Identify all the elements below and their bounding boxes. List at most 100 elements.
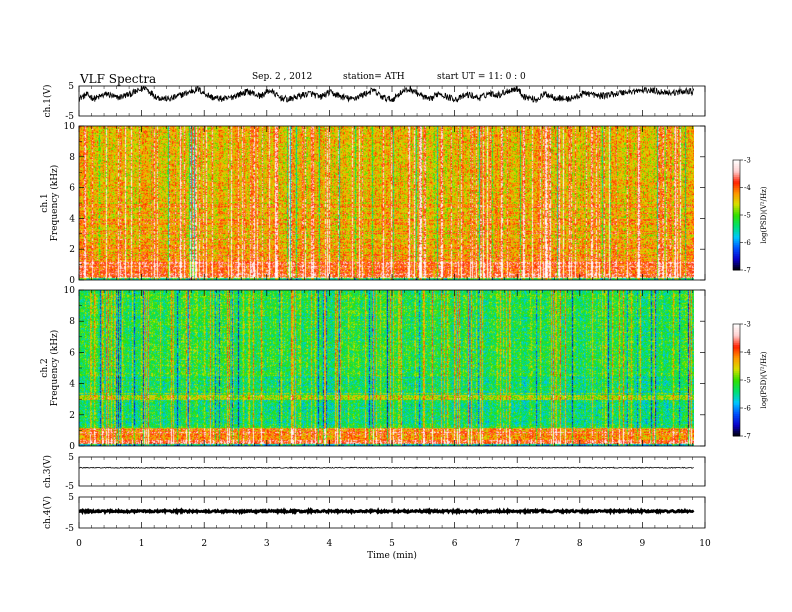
- ch2-spectrogram-colorbar-cell: [733, 428, 740, 431]
- ch1-spectrogram-colorbar-cell: [733, 196, 740, 199]
- ch1-spectrogram-colorbar-tick-label: -3: [744, 157, 751, 165]
- ch1-spectrogram-colorbar-cell: [733, 180, 740, 183]
- ch1-spectrogram-colorbar-cell: [733, 213, 740, 216]
- ch1-spectrogram-colorbar-cell: [733, 226, 740, 229]
- ch1-spectrogram-colorbar-cell: [733, 237, 740, 240]
- x-tick-label: 0: [76, 539, 82, 549]
- ch1-spectrogram-colorbar-cell: [733, 257, 740, 260]
- ch1-ytick-label: 5: [68, 82, 74, 92]
- ch2-spectrogram-colorbar-cell: [733, 325, 740, 329]
- x-axis-label: Time (min): [367, 550, 417, 561]
- ch2-spectrogram-colorbar-cell: [733, 357, 740, 360]
- ch2-spectrogram-colorbar-cell: [733, 411, 740, 415]
- ch1-spectrogram-colorbar-cell: [733, 161, 740, 165]
- ch1-spectrogram-colorbar-cell: [733, 264, 740, 267]
- ch1-spectrogram-colorbar-cell: [733, 224, 740, 227]
- ch1-spectrogram-colorbar-cell: [733, 187, 740, 190]
- date-label: Sep. 2 , 2012: [252, 72, 313, 82]
- ch2-spectrogram-colorbar-tick-label: -4: [744, 349, 751, 357]
- ch2-spectrogram-colorbar-cell: [733, 327, 740, 331]
- ch1-spectrogram-colorbar-cell: [733, 266, 740, 269]
- ch1-spectrogram-colorbar-cell: [733, 174, 740, 177]
- ch1-spectrogram-colorbar-cell: [733, 169, 740, 172]
- ch2-spectrogram-colorbar-tick-label: -7: [744, 433, 751, 441]
- ch1-waveform-line: [78, 85, 695, 103]
- ch1-spectrogram-colorbar-cell: [733, 227, 740, 231]
- ch2-spectrogram-colorbar-cell: [733, 363, 740, 366]
- ch1-spectrogram-colorbar-cell: [733, 209, 740, 212]
- ch3-waveform-ytick-label: 5: [68, 453, 74, 463]
- ch1-spectrogram-colorbar-cell: [733, 167, 740, 170]
- ch2-spectrogram-colorbar-cell: [733, 348, 740, 351]
- ch1-spectrogram-colorbar-cell: [733, 233, 740, 236]
- ch2-spectrogram-colorbar-cell: [733, 370, 740, 374]
- ch1-spectrogram-colorbar-cell: [733, 244, 740, 247]
- x-tick-label: 3: [264, 539, 270, 549]
- ch1-spectrogram-colorbar-cell: [733, 211, 740, 214]
- ch2-spectrogram-colorbar-cell: [733, 432, 740, 435]
- ch2-spectrogram-colorbar-cell: [733, 352, 740, 355]
- ch2-spectrogram-colorbar-cell: [733, 398, 740, 402]
- ch1-spectrogram-colorbar-cell: [733, 183, 740, 187]
- ch1-spectrogram-colorbar-cell: [733, 191, 740, 194]
- ch2-spectrogram-colorbar-tick-label: -3: [744, 321, 751, 329]
- ch1-spectrogram-colorbar-cell: [733, 215, 740, 218]
- ch1-spectrogram-colorbar-cell: [733, 189, 740, 192]
- x-tick-label: 10: [699, 539, 711, 549]
- ch1-spectrogram-ytick-label: 6: [69, 184, 75, 194]
- ch1-spectrogram-colorbar-cell: [733, 204, 740, 207]
- ch1-spectrogram-colorbar-tick-label: -6: [744, 239, 751, 247]
- ch2-spectrogram-colorbar-cell: [733, 338, 740, 342]
- ch2-spectrogram-ylabel: Frequency (kHz): [49, 330, 60, 407]
- ch2-spectrogram-colorbar-cell: [733, 353, 740, 357]
- ch2-spectrogram-colorbar-label: log(PSD)(V²/Hz): [760, 351, 768, 408]
- ch2-spectrogram-colorbar-cell: [733, 434, 740, 437]
- ch1-spectrogram-colorbar-cell: [733, 235, 740, 238]
- ch2-spectrogram-colorbar-cell: [733, 391, 740, 394]
- ch1-spectrogram-colorbar-cell: [733, 193, 740, 196]
- ch1-spectrogram-colorbar-tick-label: -4: [744, 184, 751, 192]
- ch2-spectrogram-colorbar-cell: [733, 324, 740, 327]
- ch2-spectrogram-ylabel-channel: ch.2: [40, 358, 50, 377]
- ch2-spectrogram-colorbar-cell: [733, 404, 740, 407]
- ch2-spectrogram-colorbar-cell: [733, 402, 740, 405]
- ch2-spectrogram-colorbar-cell: [733, 400, 740, 403]
- x-tick-label: 7: [514, 539, 520, 549]
- ch1-spectrogram-colorbar-cell: [733, 163, 740, 166]
- ch2-spectrogram-colorbar-cell: [733, 430, 740, 433]
- ch2-spectrogram-colorbar-cell: [733, 387, 740, 390]
- ch2-spectrogram-image: [79, 290, 694, 446]
- ch2-spectrogram-colorbar-cell: [733, 383, 740, 387]
- ch2-spectrogram-colorbar-cell: [733, 415, 740, 418]
- ch1-spectrogram-colorbar-cell: [733, 216, 740, 220]
- ch1-spectrogram-colorbar-cell: [733, 172, 740, 176]
- ch2-spectrogram-colorbar-cell: [733, 335, 740, 338]
- station-label: station= ATH: [343, 72, 405, 82]
- ch2-spectrogram-colorbar-cell: [733, 406, 740, 409]
- ch2-spectrogram-colorbar-cell: [733, 424, 740, 428]
- ch2-spectrogram-colorbar-cell: [733, 378, 740, 381]
- x-tick-label: 6: [452, 539, 458, 549]
- ch2-spectrogram-colorbar-cell: [733, 368, 740, 372]
- ch1-spectrogram-colorbar-cell: [733, 165, 740, 168]
- ch2-spectrogram-colorbar-cell: [733, 389, 740, 392]
- ch1-spectrogram-colorbar-cell: [733, 171, 740, 174]
- ch1-spectrogram-colorbar-cell: [733, 262, 740, 265]
- ch2-spectrogram-ytick-label: 4: [69, 380, 75, 390]
- ch1-spectrogram-colorbar-cell: [733, 178, 740, 181]
- ch2-spectrogram-colorbar-cell: [733, 380, 740, 383]
- ch1-spectrogram-colorbar-cell: [733, 202, 740, 205]
- ch1-spectrogram-colorbar-cell: [733, 240, 740, 243]
- ch1-spectrogram-colorbar-cell: [733, 242, 740, 245]
- start-time-label: start UT = 11: 0 : 0: [437, 72, 526, 82]
- ch3-waveform-ylabel: ch.3(V): [42, 455, 53, 488]
- ch1-spectrogram-colorbar-cell: [733, 259, 740, 262]
- ch1-spectrogram-colorbar-cell: [733, 218, 740, 221]
- ch1-waveform-ylabel: ch.1(V): [42, 85, 53, 118]
- ch2-spectrogram-colorbar-cell: [733, 372, 740, 375]
- ch2-spectrogram-colorbar-cell: [733, 344, 740, 347]
- x-tick-label: 5: [389, 539, 395, 549]
- ch2-spectrogram-colorbar-cell: [733, 350, 740, 353]
- ch1-spectrogram-colorbar-cell: [733, 222, 740, 225]
